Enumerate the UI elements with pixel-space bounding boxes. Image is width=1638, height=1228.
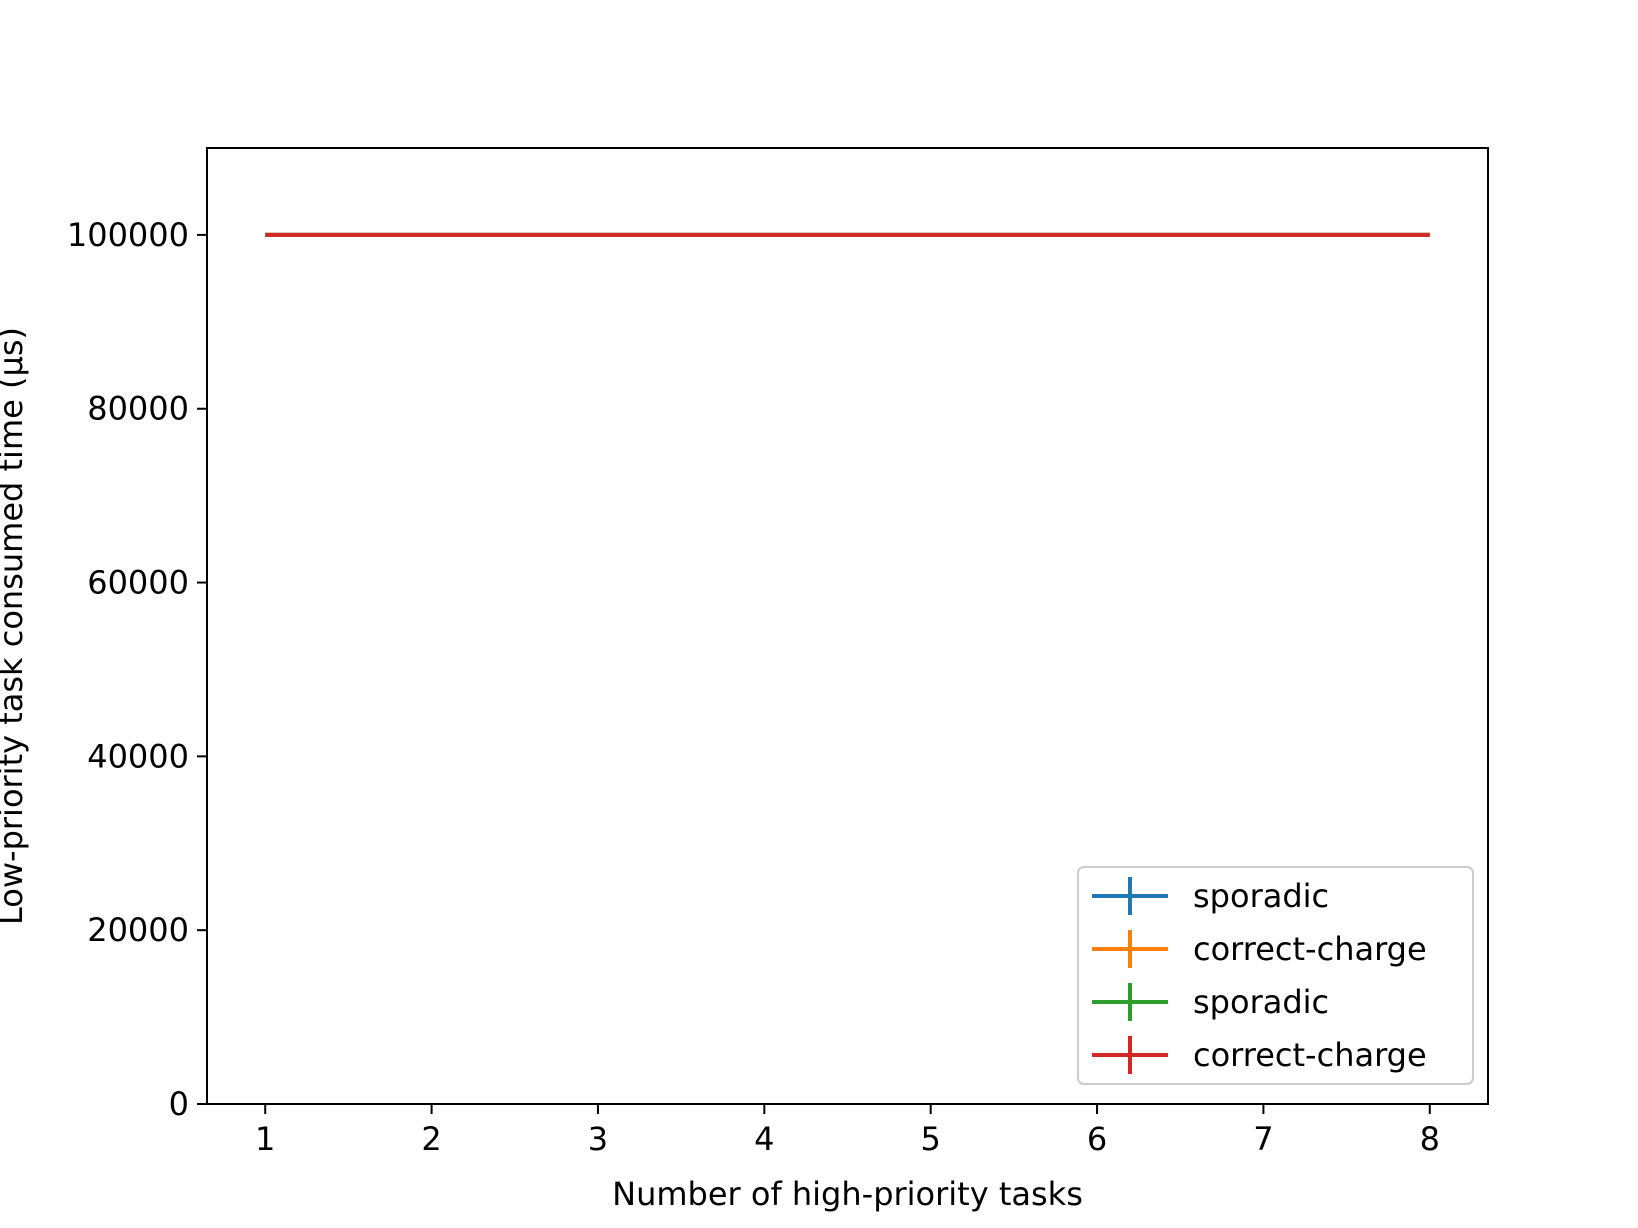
legend: sporadic correct-charge sporadic correct-ch… bbox=[1077, 866, 1474, 1085]
y-tick-label: 80000 bbox=[87, 390, 189, 428]
x-tick-label: 6 bbox=[1087, 1120, 1107, 1158]
y-axis: 0 20000 40000 60000 80000 100000 bbox=[67, 216, 207, 1123]
x-axis-label: Number of high-priority tasks bbox=[612, 1175, 1083, 1213]
x-tick-label: 5 bbox=[921, 1120, 941, 1158]
x-tick-label: 8 bbox=[1420, 1120, 1440, 1158]
y-tick-label: 0 bbox=[169, 1085, 189, 1123]
legend-label: correct-charge bbox=[1193, 1036, 1427, 1074]
y-tick-label: 100000 bbox=[67, 216, 189, 254]
legend-label: sporadic bbox=[1193, 983, 1329, 1021]
x-tick-label: 1 bbox=[255, 1120, 275, 1158]
legend-label: correct-charge bbox=[1193, 930, 1427, 968]
y-tick-label: 40000 bbox=[87, 737, 189, 775]
y-axis-label: Low-priority task consumed time (μs) bbox=[0, 327, 30, 925]
legend-label: sporadic bbox=[1193, 877, 1329, 915]
legend-box bbox=[1077, 866, 1474, 1085]
x-tick-label: 3 bbox=[588, 1120, 608, 1158]
y-tick-label: 20000 bbox=[87, 911, 189, 949]
x-tick-label: 2 bbox=[421, 1120, 441, 1158]
y-tick-label: 60000 bbox=[87, 564, 189, 602]
plot-frame bbox=[206, 147, 1489, 1105]
x-tick-label: 4 bbox=[754, 1120, 774, 1158]
x-axis: 1 2 3 4 5 6 7 8 bbox=[255, 1104, 1440, 1158]
x-tick-label: 7 bbox=[1253, 1120, 1273, 1158]
